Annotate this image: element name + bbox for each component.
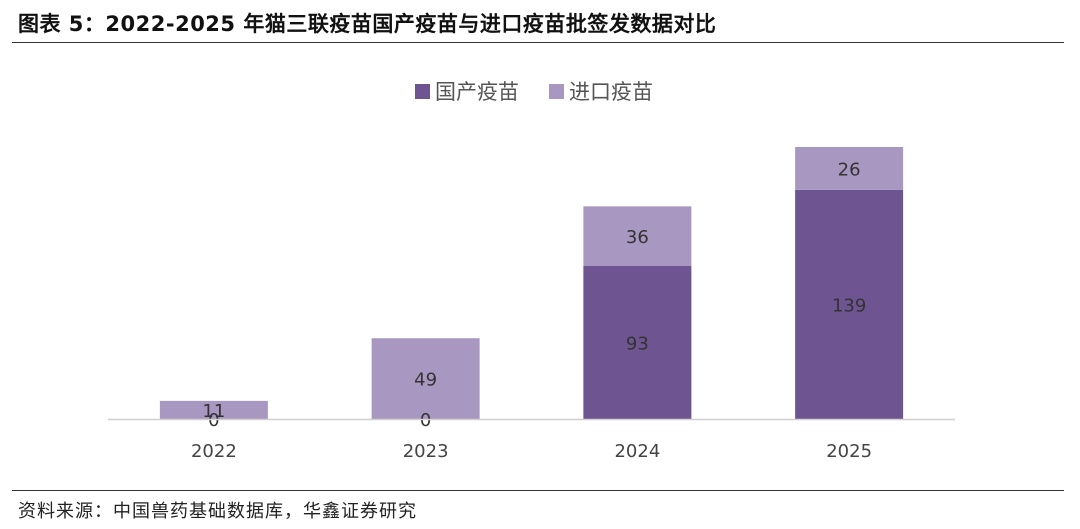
x-tick-label-2024: 2024 bbox=[614, 441, 660, 462]
legend-swatch-imported bbox=[549, 84, 564, 99]
data-label-domestic-2022: 0 bbox=[208, 410, 219, 431]
data-label-domestic-2023: 0 bbox=[420, 410, 431, 431]
source-divider bbox=[12, 490, 1064, 491]
data-label-imported-2025: 26 bbox=[838, 159, 861, 180]
x-tick-label-2025: 2025 bbox=[826, 441, 872, 462]
data-label-imported-2024: 36 bbox=[626, 227, 649, 248]
bar-imported-2022 bbox=[159, 400, 268, 419]
x-tick-label-2022: 2022 bbox=[191, 441, 237, 462]
bar-imported-2025 bbox=[795, 147, 904, 190]
legend-swatch-domestic bbox=[415, 84, 430, 99]
data-label-imported-2023: 49 bbox=[414, 370, 437, 391]
title-divider bbox=[12, 42, 1064, 43]
bar-domestic-2024 bbox=[583, 265, 692, 419]
data-label-domestic-2025: 139 bbox=[832, 295, 866, 316]
bar-imported-2024 bbox=[583, 206, 692, 266]
source-note: 资料来源：中国兽药基础数据库，华鑫证券研究 bbox=[18, 501, 417, 522]
bar-imported-2023 bbox=[371, 338, 480, 419]
figure-title: 图表 5：2022-2025 年猫三联疫苗国产疫苗与进口疫苗批签发数据对比 bbox=[18, 12, 717, 36]
x-tick-label-2023: 2023 bbox=[403, 441, 449, 462]
data-label-imported-2022: 11 bbox=[202, 401, 225, 422]
bar-domestic-2025 bbox=[795, 189, 904, 419]
legend-label-imported: 进口疫苗 bbox=[569, 80, 653, 104]
legend-label-domestic: 国产疫苗 bbox=[435, 80, 519, 104]
data-label-domestic-2024: 93 bbox=[626, 333, 649, 354]
